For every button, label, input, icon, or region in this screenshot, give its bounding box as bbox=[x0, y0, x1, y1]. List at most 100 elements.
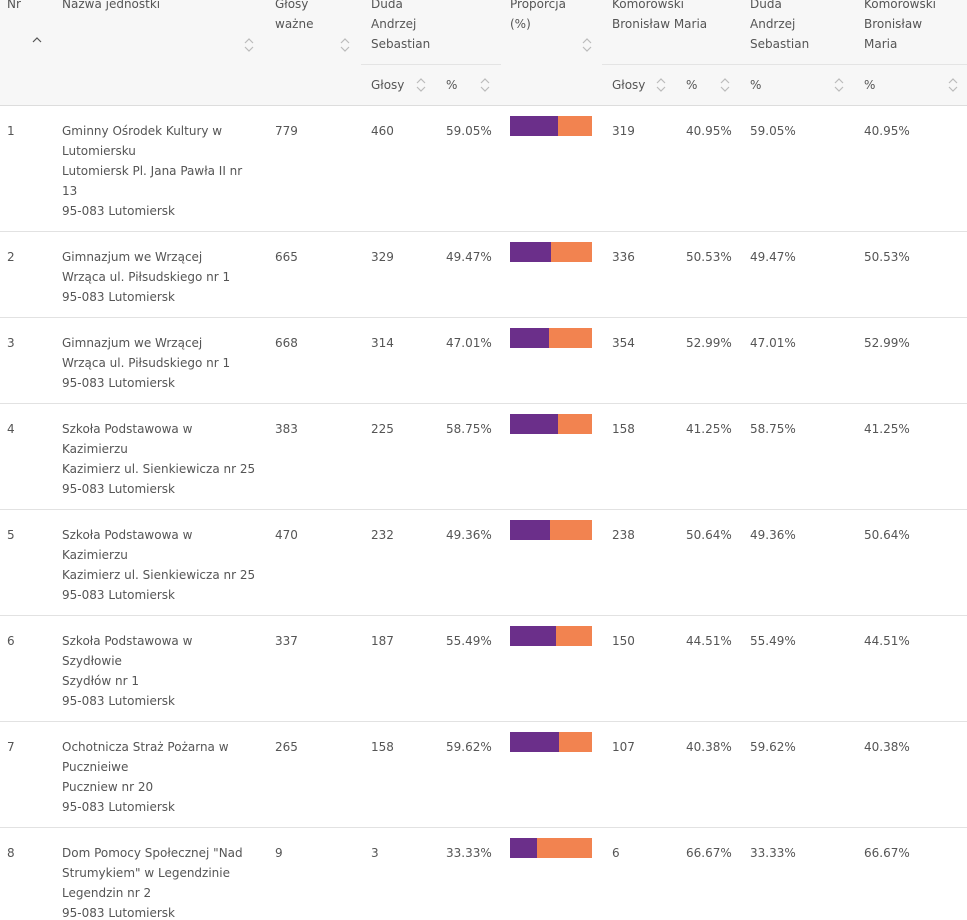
proportion-bar bbox=[558, 414, 592, 434]
table-row: 2 Gimnazjum we Wrzącej Wrząca ul. Piłsudsk… bbox=[0, 232, 967, 318]
sort-icon[interactable] bbox=[415, 77, 427, 93]
cell-name-line: Szkoła Podstawowa w bbox=[62, 422, 193, 436]
cell: 58.75% bbox=[750, 422, 796, 436]
cell-name-line: 95-083 Lutomiersk bbox=[62, 482, 175, 496]
cell-name-line: Kazimierz ul. Sienkiewicza nr 25 bbox=[62, 568, 256, 582]
cell-name-line: Lutomiersk Pl. Jana Pawła II nr bbox=[62, 164, 243, 178]
column-header[interactable]: Duda Andrzej Sebastian bbox=[371, 0, 431, 51]
cell: 314 bbox=[371, 336, 394, 350]
sort-icon[interactable] bbox=[31, 32, 43, 48]
table-row: 1 Gminny Ośrodek Kultury w Lutomiersku Luto… bbox=[0, 106, 967, 232]
cell: 668 bbox=[275, 336, 298, 350]
sort-icon[interactable] bbox=[339, 37, 351, 53]
cell-name-line: Puczniew nr 20 bbox=[62, 780, 154, 794]
cell: 232 bbox=[371, 528, 394, 542]
cell: 6 bbox=[7, 634, 15, 648]
cell: 44.51% bbox=[864, 634, 910, 648]
divider bbox=[361, 64, 501, 65]
cell: 329 bbox=[371, 250, 394, 264]
cell: 49.36% bbox=[750, 528, 796, 542]
cell: 58.75% bbox=[446, 422, 492, 436]
cell: 50.64% bbox=[864, 528, 910, 542]
table-header: Nr Nazwa jednostki Głosy ważne Duda Andrzej… bbox=[0, 0, 967, 106]
cell: 44.51% bbox=[686, 634, 732, 648]
cell-name-line: 95-083 Lutomiersk bbox=[62, 376, 175, 390]
cell-name-line: 95-083 Lutomiersk bbox=[62, 290, 175, 304]
cell: 336 bbox=[612, 250, 635, 264]
subcolumn-header[interactable]: % bbox=[750, 78, 762, 92]
proportion-bar bbox=[510, 838, 538, 858]
cell: 33.33% bbox=[750, 846, 796, 860]
cell: 150 bbox=[612, 634, 635, 648]
column-header[interactable]: Komorowski Bronisław Maria bbox=[612, 0, 708, 31]
sort-icon[interactable] bbox=[655, 77, 667, 93]
table-row: 3 Gimnazjum we Wrzącej Wrząca ul. Piłsudsk… bbox=[0, 318, 967, 404]
sort-icon[interactable] bbox=[243, 37, 255, 53]
cell-name-line: Kazimierz ul. Sienkiewicza nr 25 bbox=[62, 462, 256, 476]
cell: 5 bbox=[7, 528, 15, 542]
sort-icon[interactable] bbox=[581, 37, 593, 53]
subcolumn-header[interactable]: % bbox=[446, 78, 458, 92]
sort-icon[interactable] bbox=[719, 77, 731, 93]
proportion-bar bbox=[548, 328, 592, 348]
cell: 40.95% bbox=[686, 124, 732, 138]
cell: 55.49% bbox=[446, 634, 492, 648]
cell-name-line: Wrząca ul. Piłsudskiego nr 1 bbox=[62, 270, 231, 284]
proportion-bar bbox=[510, 732, 559, 752]
proportion-bar bbox=[558, 116, 592, 136]
cell-name-line: Szkoła Podstawowa w bbox=[62, 634, 193, 648]
subcolumn-header[interactable]: Głosy bbox=[371, 78, 405, 92]
cell: 50.64% bbox=[686, 528, 732, 542]
cell: 383 bbox=[275, 422, 298, 436]
cell: 3 bbox=[7, 336, 15, 350]
cell: 2 bbox=[7, 250, 15, 264]
column-header[interactable]: Nr bbox=[7, 0, 21, 11]
cell-name-line: Kazimierzu bbox=[62, 548, 128, 562]
cell-name-line: Ochotnicza Straż Pożarna w bbox=[62, 740, 229, 754]
cell: 6 bbox=[612, 846, 620, 860]
cell: 49.47% bbox=[750, 250, 796, 264]
cell: 40.38% bbox=[864, 740, 910, 754]
cell-name-line: 95-083 Lutomiersk bbox=[62, 588, 175, 602]
cell: 4 bbox=[7, 422, 15, 436]
proportion-bar bbox=[510, 520, 551, 540]
column-header[interactable]: Proporcja (%) bbox=[510, 0, 566, 31]
cell: 59.62% bbox=[750, 740, 796, 754]
column-header[interactable]: Duda Andrzej Sebastian bbox=[750, 0, 810, 51]
cell: 49.47% bbox=[446, 250, 492, 264]
proportion-bar bbox=[558, 732, 592, 752]
cell: 52.99% bbox=[686, 336, 732, 350]
cell: 470 bbox=[275, 528, 298, 542]
cell: 460 bbox=[371, 124, 394, 138]
subcolumn-header[interactable]: % bbox=[864, 78, 876, 92]
cell: 47.01% bbox=[750, 336, 796, 350]
cell: 50.53% bbox=[864, 250, 910, 264]
sort-icon[interactable] bbox=[947, 77, 959, 93]
cell-name-line: Strumykiem" w Legendzinie bbox=[62, 866, 231, 880]
cell: 779 bbox=[275, 124, 298, 138]
cell: 158 bbox=[371, 740, 394, 754]
cell: 50.53% bbox=[686, 250, 732, 264]
subcolumn-header[interactable]: Głosy bbox=[612, 78, 646, 92]
cell: 52.99% bbox=[864, 336, 910, 350]
cell-name-line: Dom Pomocy Społecznej "Nad bbox=[62, 846, 243, 860]
column-header[interactable]: Głosy ważne bbox=[275, 0, 314, 31]
cell: 3 bbox=[371, 846, 379, 860]
cell: 55.49% bbox=[750, 634, 796, 648]
cell-name-line: Gimnazjum we Wrzącej bbox=[62, 336, 203, 350]
cell-name-line: 95-083 Lutomiersk bbox=[62, 694, 175, 708]
sort-icon[interactable] bbox=[479, 77, 491, 93]
cell-name-line: Gminny Ośrodek Kultury w bbox=[62, 124, 223, 138]
divider bbox=[602, 64, 967, 65]
cell: 40.95% bbox=[864, 124, 910, 138]
proportion-bar bbox=[550, 242, 592, 262]
column-header[interactable]: Nazwa jednostki bbox=[62, 0, 161, 11]
cell: 158 bbox=[612, 422, 635, 436]
subcolumn-header[interactable]: % bbox=[686, 78, 698, 92]
cell: 7 bbox=[7, 740, 15, 754]
sort-icon[interactable] bbox=[833, 77, 845, 93]
table-row: 6 Szkoła Podstawowa w Szydłowie Szydłów nr … bbox=[0, 616, 967, 722]
column-header[interactable]: Komorowski Bronisław Maria bbox=[864, 0, 937, 51]
cell: 665 bbox=[275, 250, 298, 264]
